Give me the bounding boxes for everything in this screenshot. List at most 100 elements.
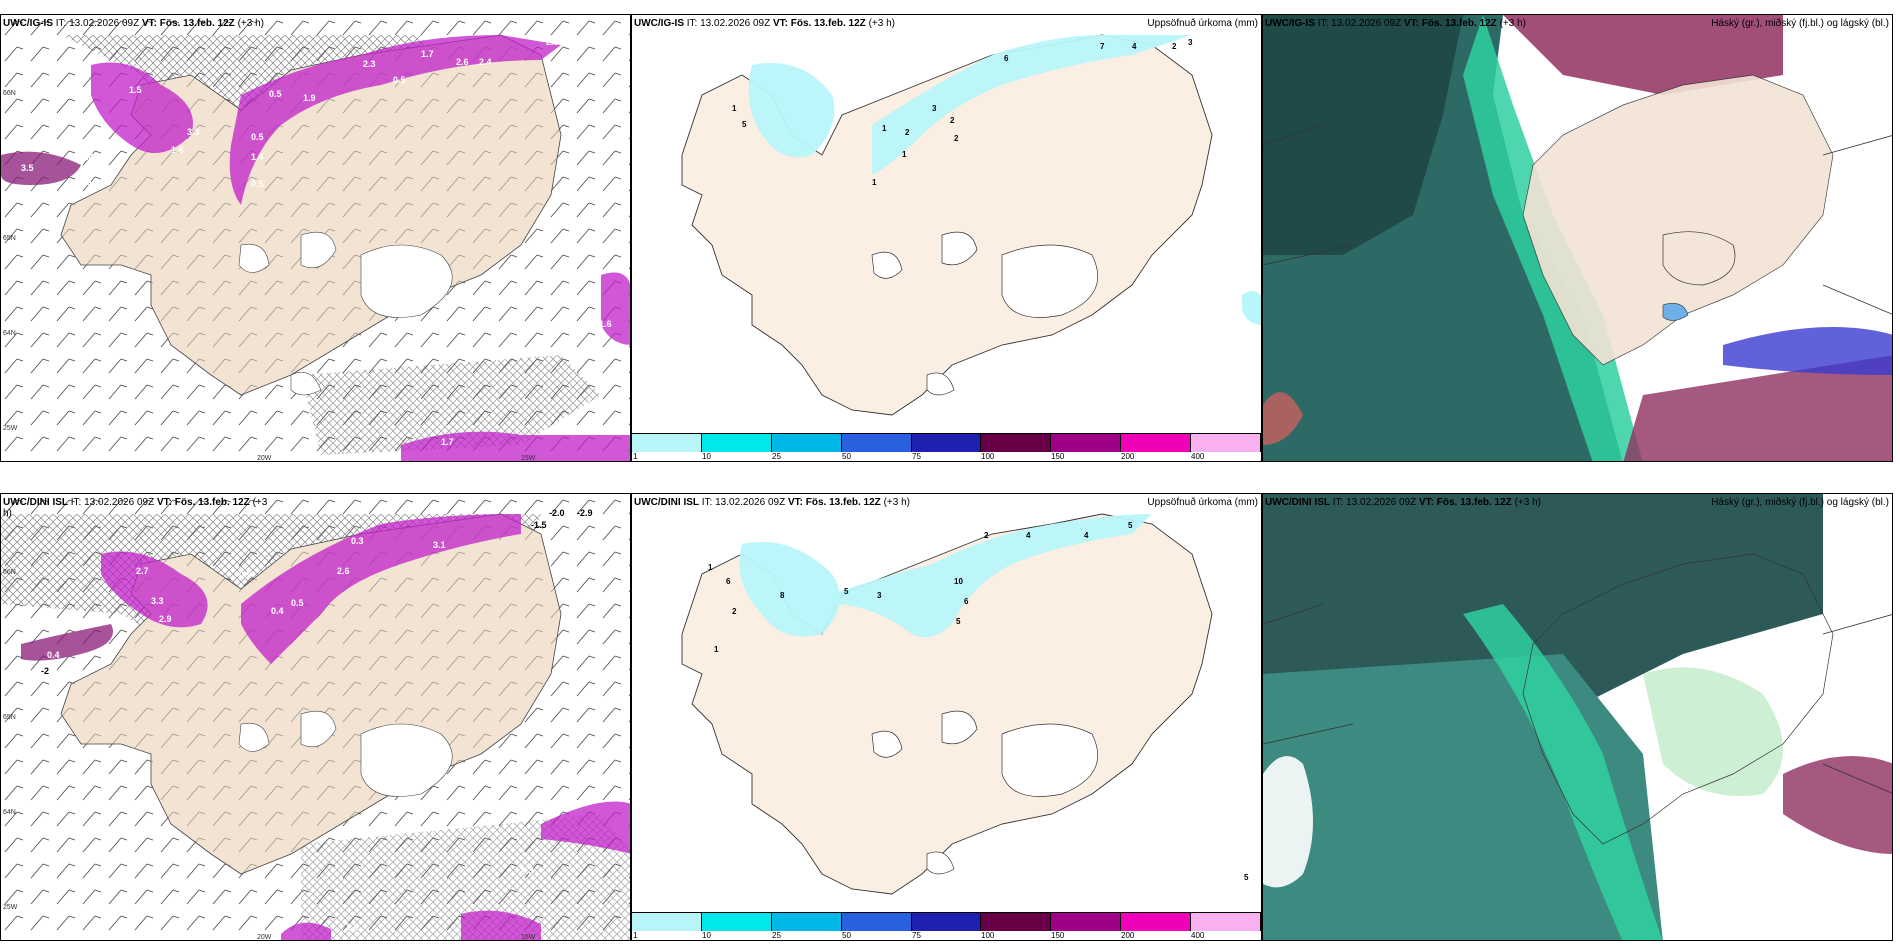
contour-label: 6: [726, 577, 731, 586]
glacier: [360, 723, 453, 797]
colorbar-swatch: [771, 913, 842, 931]
precip-label: 3.3: [187, 127, 200, 137]
glacier: [1662, 231, 1736, 286]
precip-label: 0.5: [393, 75, 406, 85]
contour-label: 2: [954, 134, 959, 143]
colorbar-swatch: [632, 434, 702, 452]
panel-title: UWC/DINI ISL IT: 13.02.2026 09Z VT: Fös.…: [3, 497, 268, 519]
accum-precip-map: 2 4 4 5 1 6 8 5 3 10 6 5 2 1 5: [632, 494, 1261, 940]
panel-subtitle: Uppsöfnuð úrkoma (mm): [1147, 497, 1258, 508]
cloud-layer: [1623, 355, 1892, 461]
iceland-land: [1522, 553, 1834, 845]
precip-band: [601, 272, 630, 345]
contour-label: 5: [1244, 873, 1249, 882]
contour-label: 8: [780, 591, 785, 600]
precip-label: 2.6: [337, 566, 350, 576]
colorbar-tick: 50: [842, 931, 851, 940]
cloud-layer: [1263, 15, 1463, 255]
colorbar-swatch: [981, 434, 1052, 452]
contour-label: 5: [1128, 521, 1133, 530]
panel-title: UWC/DINI ISL IT: 13.02.2026 09Z VT: Fös.…: [1265, 497, 1541, 508]
axis-label: 15W: [521, 455, 536, 462]
precip-band: [91, 62, 193, 153]
precip-label: 0.3: [521, 866, 534, 876]
cloud-layer: [1783, 756, 1892, 854]
panel-wind-precip-dini: UWC/DINI ISL IT: 13.02.2026 09Z VT: Fös.…: [0, 493, 631, 941]
glacier: [941, 710, 978, 745]
colorbar-tick: 400: [1191, 452, 1205, 461]
axis-label: 66N: [3, 90, 16, 97]
colorbar-swatch: [1051, 434, 1122, 452]
contour-label: 6: [1004, 54, 1009, 63]
contour-label: 2: [984, 531, 989, 540]
cloud-layer: [1463, 604, 1663, 940]
contour-label: 10: [954, 577, 963, 586]
glacier: [300, 231, 337, 269]
precip-label: 0.4: [271, 606, 284, 616]
precip-label: 0.5: [291, 598, 304, 608]
glacier: [300, 710, 337, 748]
colorbar-swatch: [701, 434, 772, 452]
colorbar-swatch: [632, 913, 702, 931]
glacier: [360, 244, 453, 318]
glacier: [290, 371, 322, 396]
axis-label: 20W: [257, 455, 272, 462]
contour-label: 5: [742, 120, 747, 129]
colorbar-swatch: [771, 434, 842, 452]
panel-wind-precip-igis: UWC/IG-IS IT: 13.02.2026 09Z VT: Fös. 13…: [0, 14, 631, 462]
colorbar-tick: 25: [772, 452, 781, 461]
precip-label: 1.6: [171, 145, 184, 155]
precip-label: 2.9: [159, 614, 172, 624]
contour-label: 1: [708, 563, 713, 572]
colorbar-tick: 75: [912, 931, 921, 940]
axis-label: 64N: [3, 330, 16, 337]
contour-label: 6: [964, 597, 969, 606]
colorbar-tick: 10: [702, 452, 711, 461]
precip-band: [101, 551, 208, 628]
iceland-land: [681, 34, 1213, 416]
glacier: [1001, 244, 1099, 318]
contour-label: 1: [872, 178, 877, 187]
precip-label: 1.7: [421, 49, 434, 59]
colorbar-tick: 100: [981, 931, 995, 940]
precip-band: [461, 910, 541, 940]
glacier: [871, 730, 903, 758]
cloud-map: [1263, 494, 1892, 940]
glacier: [871, 251, 903, 279]
precip-shade: [872, 35, 1192, 175]
precip-label: 2.3: [363, 59, 376, 69]
colorbar-tick: 200: [1121, 452, 1135, 461]
precip-shade: [739, 542, 840, 637]
precip-band: [1, 151, 81, 185]
contour-label: 5: [844, 587, 849, 596]
panel-title: UWC/DINI ISL IT: 13.02.2026 09Z VT: Fös.…: [634, 497, 910, 508]
precip-shade: [832, 514, 1152, 638]
colorbar-tick: 50: [842, 452, 851, 461]
precip-label: 0.5: [251, 132, 264, 142]
wind-precip-map: 66N 65N 64N 25W 20W 15W -2.0 -2.9 -1.5 0…: [1, 494, 630, 940]
colorbar-swatch: [981, 913, 1052, 931]
colorbar-tick: 150: [1051, 452, 1065, 461]
accum-precip-map: 6 7 4 2 3 1 2 3 2 2 1 1 1 5: [632, 15, 1261, 461]
precip-label: 3.1: [433, 540, 446, 550]
cloud-layer: [1643, 667, 1783, 796]
precip-label: 0.5: [269, 89, 282, 99]
panel-title: UWC/IG-IS IT: 13.02.2026 09Z VT: Fös. 13…: [3, 18, 264, 29]
colorbar-tick: 25: [772, 931, 781, 940]
axis-label: 65N: [3, 235, 16, 242]
iceland-land: [1522, 74, 1834, 366]
contour-label: 2: [950, 116, 955, 125]
cloud-layer: [1723, 327, 1892, 375]
glacier: [238, 722, 270, 752]
colorbar-swatch: [1191, 913, 1261, 931]
precip-band: [541, 801, 630, 854]
contour-label: 1: [882, 124, 887, 133]
precip-label: 0.4: [47, 650, 60, 660]
precip-label: 3.5: [21, 163, 34, 173]
contour-label: 1: [902, 150, 907, 159]
precip-shade: [748, 63, 835, 158]
colorbar-tick: 10: [702, 931, 711, 940]
cloud-map: [1263, 15, 1892, 461]
precip-label: 0.5: [239, 570, 252, 580]
precip-label: 1.5: [129, 85, 142, 95]
